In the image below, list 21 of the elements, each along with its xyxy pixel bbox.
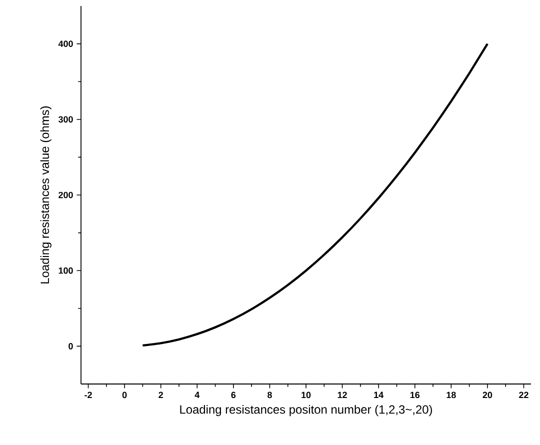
x-tick-label: 2 xyxy=(158,392,163,398)
x-tick-label: 8 xyxy=(268,392,272,398)
x-tick-label: 4 xyxy=(194,392,200,398)
x-tick-label: 20 xyxy=(482,392,492,398)
x-tick-label: 18 xyxy=(446,392,456,398)
x-tick-label: 16 xyxy=(410,392,420,398)
y-axis-title: Loading resistances value (ohms) xyxy=(40,106,52,284)
line-series xyxy=(142,42,489,347)
x-axis-title: Loading resistances positon number (1,2,3~,20) xyxy=(180,404,432,416)
y-tick-label: 0 xyxy=(68,343,73,350)
x-tick-label: 22 xyxy=(519,392,528,398)
x-tick-label: 10 xyxy=(302,392,311,398)
x-tick-label: 12 xyxy=(338,392,347,398)
x-tick-label: 0 xyxy=(122,392,127,398)
y-tick-label: 300 xyxy=(58,116,73,123)
x-tick-label: 6 xyxy=(231,392,236,398)
y-tick-label: 200 xyxy=(58,192,73,198)
y-tick-label: 100 xyxy=(58,267,73,274)
x-tick-label: -2 xyxy=(84,392,92,398)
x-tick-label: 14 xyxy=(374,392,384,398)
y-tick-label: 400 xyxy=(58,40,73,47)
